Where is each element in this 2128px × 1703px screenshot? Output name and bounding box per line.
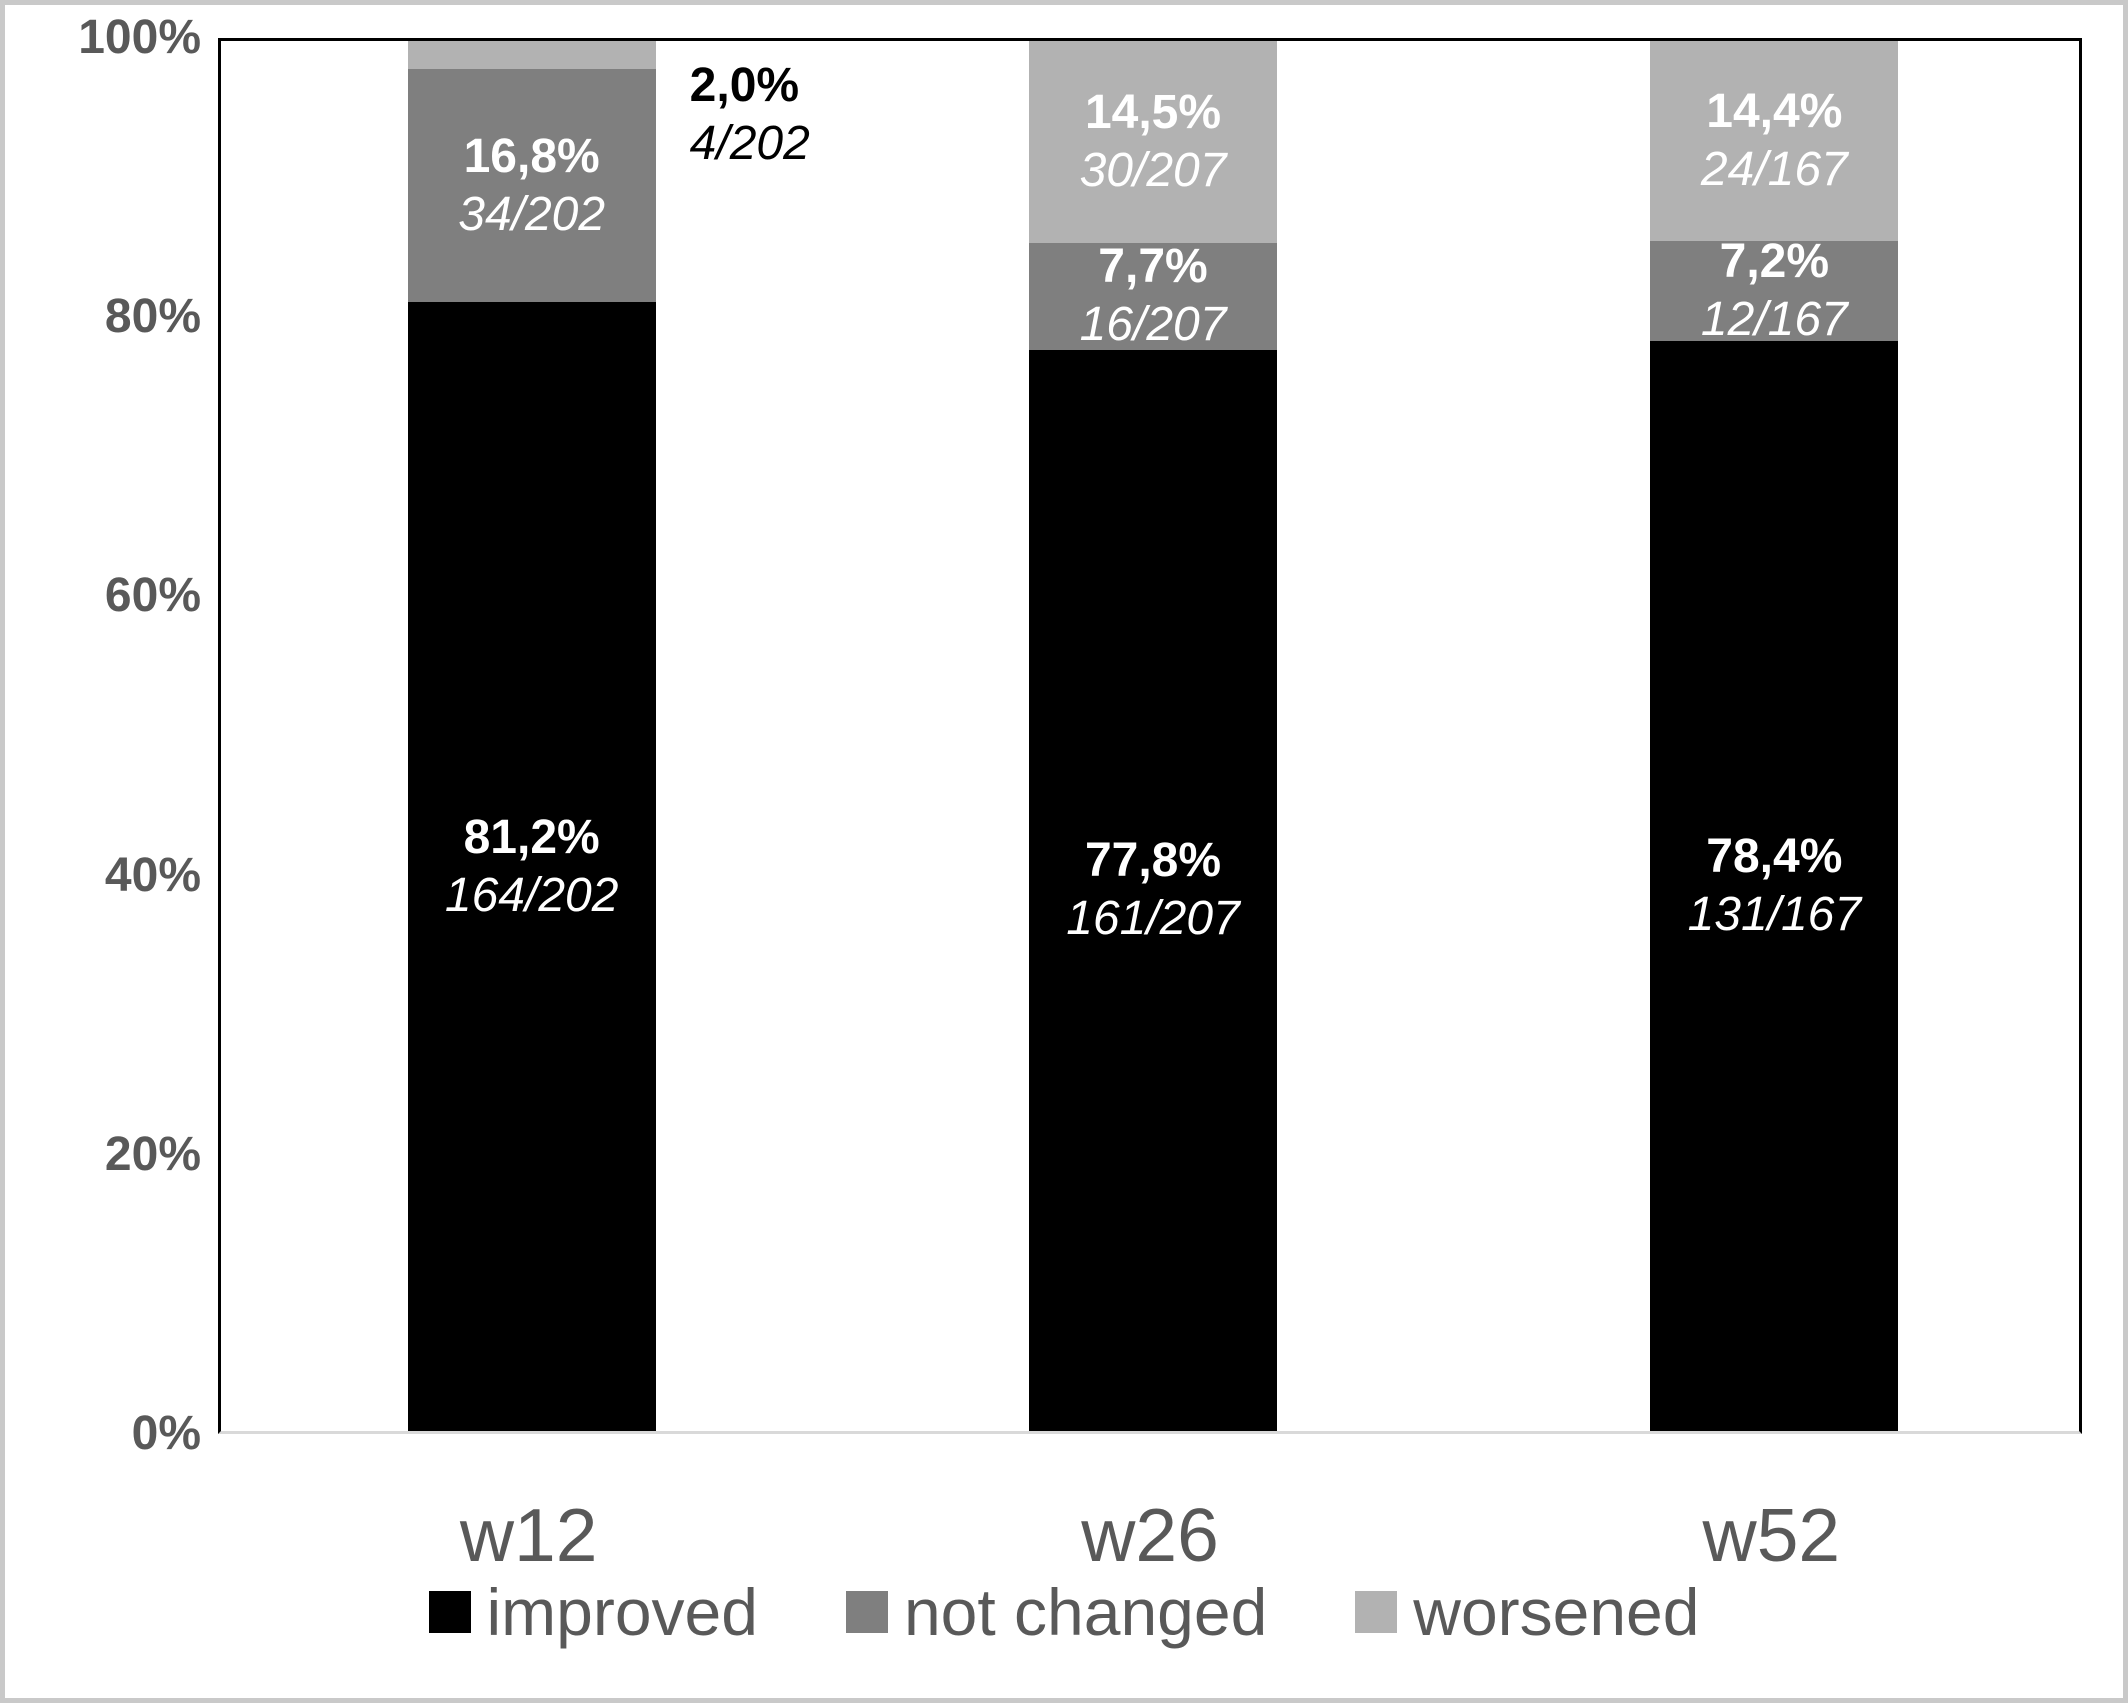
segment-label-w26-not-changed: 7,7% 16/207: [1029, 238, 1277, 354]
bar-segment-w52-improved: 78,4% 131/167: [1650, 341, 1899, 1431]
segment-count-label: 12/167: [1700, 293, 1848, 347]
bar-segment-w26-improved: 77,8% 161/207: [1029, 349, 1277, 1431]
segment-percent-label: 78,4%: [1706, 830, 1843, 884]
segment-count-label: 164/202: [444, 868, 619, 922]
segment-percent-label: 77,8%: [1084, 834, 1222, 888]
segment-count-label: 34/202: [458, 187, 606, 241]
legend-swatch-not-changed: [845, 1591, 888, 1633]
segment-percent-label: 16,8%: [463, 129, 600, 183]
legend-label-improved: improved: [486, 1575, 758, 1649]
bar-w26: 77,8% 161/207 7,7% 16/207 14,5% 30/207: [1029, 41, 1277, 1431]
bar-w12: 81,2% 164/202 16,8% 34/202: [407, 41, 656, 1431]
bar-segment-w12-worsened: [407, 41, 656, 69]
segment-count-label: 16/207: [1079, 298, 1227, 352]
segment-percent-label: 7,2%: [1719, 235, 1830, 289]
bar-segment-w12-not-changed: 16,8% 34/202: [407, 68, 656, 303]
segment-label-w12-worsened: 2,0% 4/202: [690, 57, 810, 173]
bar-segment-w26-worsened: 14,5% 30/207: [1029, 41, 1277, 243]
bar-segment-w52-worsened: 14,4% 24/167: [1650, 41, 1899, 242]
segment-label-w52-improved: 78,4% 131/167: [1650, 828, 1898, 944]
y-tick-label-0: 0%: [131, 1407, 201, 1460]
y-tick-label-80: 80%: [104, 290, 201, 344]
bar-w52: 78,4% 131/167 7,2% 12/167 14,4% 24/167: [1650, 41, 1899, 1431]
x-category-label-w52: w52: [1702, 1493, 1841, 1577]
legend-item-worsened: worsened: [1355, 1577, 1699, 1647]
segment-percent-label: 2,0%: [689, 59, 800, 112]
segment-count-label: 24/167: [1700, 143, 1848, 197]
segment-percent-label: 14,4%: [1706, 85, 1843, 139]
legend-item-improved: improved: [428, 1575, 758, 1649]
bar-segment-w12-improved: 81,2% 164/202: [407, 302, 656, 1431]
legend-swatch-improved: [428, 1591, 471, 1633]
y-tick-label-20: 20%: [104, 1127, 201, 1181]
segment-percent-label: 14,5%: [1084, 85, 1222, 139]
bar-segment-w26-not-changed: 7,7% 16/207: [1029, 240, 1277, 351]
y-tick-label-40: 40%: [104, 848, 201, 902]
segment-label-w12-not-changed: 16,8% 34/202: [408, 128, 656, 244]
segment-label-w52-worsened: 14,4% 24/167: [1650, 83, 1898, 199]
bar-segment-w52-not-changed: 7,2% 12/167: [1650, 235, 1899, 346]
segment-count-label: 161/207: [1066, 892, 1240, 946]
segment-label-w26-improved: 77,8% 161/207: [1029, 832, 1277, 948]
segment-count-label: 30/207: [1079, 143, 1227, 197]
segment-percent-label: 81,2%: [463, 810, 600, 864]
segment-count-label: 131/167: [1687, 888, 1862, 942]
x-category-label-w12: w12: [459, 1493, 598, 1577]
segment-label-w52-not-changed: 7,2% 12/167: [1650, 233, 1898, 349]
segment-count-label: 4/202: [689, 117, 810, 170]
segment-label-w26-worsened: 14,5% 30/207: [1029, 84, 1277, 200]
legend: improved not changed worsened: [5, 1577, 2123, 1647]
x-category-label-w26: w26: [1081, 1493, 1219, 1577]
legend-swatch-worsened: [1355, 1591, 1398, 1633]
legend-label-not-changed: not changed: [903, 1575, 1268, 1649]
plot-area: 2,0% 4/202 81,2% 164/202 16,8% 34/202 77,8% 161…: [218, 38, 2082, 1434]
segment-percent-label: 7,7%: [1098, 240, 1208, 294]
y-tick-label-100: 100%: [78, 11, 201, 64]
legend-item-not-changed: not changed: [845, 1575, 1268, 1649]
y-tick-label-60: 60%: [104, 569, 201, 623]
legend-label-worsened: worsened: [1413, 1575, 1700, 1649]
segment-label-w12-improved: 81,2% 164/202: [408, 809, 656, 925]
